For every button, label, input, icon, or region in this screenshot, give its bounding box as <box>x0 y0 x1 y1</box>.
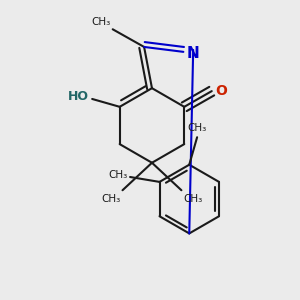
Text: CH₃: CH₃ <box>188 123 207 133</box>
Text: HO: HO <box>68 91 89 103</box>
Text: O: O <box>216 84 227 98</box>
Text: N: N <box>186 46 199 61</box>
Text: CH₃: CH₃ <box>109 170 128 180</box>
Text: CH₃: CH₃ <box>92 17 111 27</box>
Text: CH₃: CH₃ <box>101 194 121 204</box>
Text: CH₃: CH₃ <box>183 194 202 204</box>
